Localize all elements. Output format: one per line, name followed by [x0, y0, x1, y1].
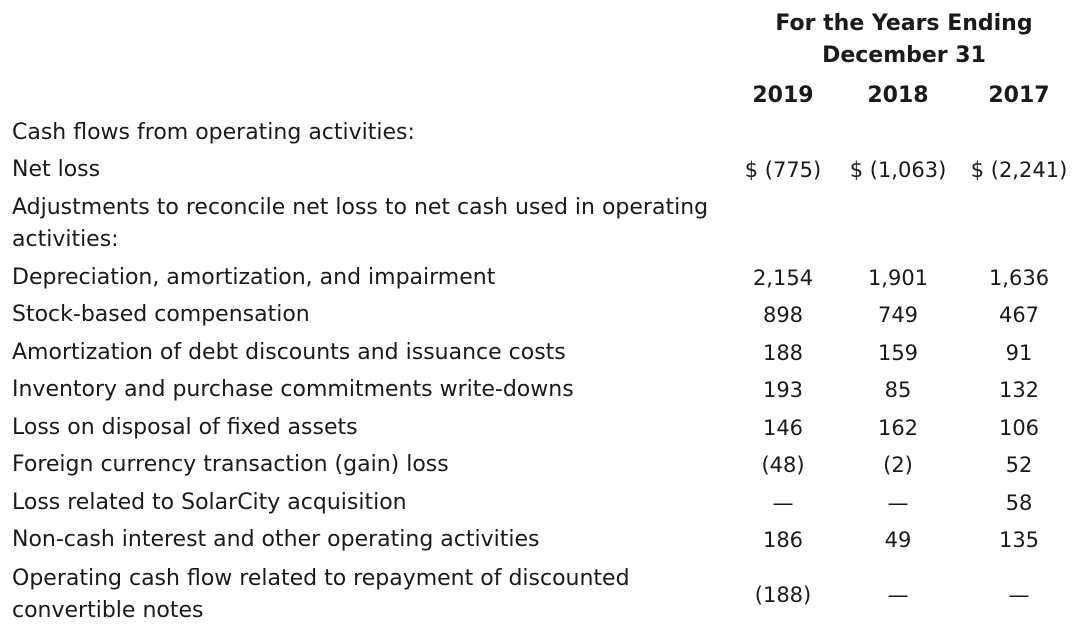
- value-2018: 749: [877, 303, 919, 327]
- value-2017: 467: [998, 303, 1040, 327]
- value-2017: 91: [1005, 341, 1033, 365]
- row-label: Stock-based compensation: [12, 302, 310, 327]
- value-2017: 52: [1005, 453, 1033, 477]
- value-2017: 106: [998, 416, 1040, 440]
- header-title-line1: For the Years Ending: [775, 11, 1033, 36]
- value-2019: 186: [762, 528, 804, 552]
- row-label: Inventory and purchase commitments write…: [12, 377, 574, 402]
- value-2018: $ (1,063): [849, 158, 947, 182]
- value-2019: 193: [762, 378, 804, 402]
- row-label: Adjustments to reconcile net loss to net…: [12, 195, 709, 220]
- value-2017: 58: [1005, 491, 1033, 515]
- year-2018-header: 2018: [867, 83, 929, 108]
- value-2018: (2): [883, 453, 913, 477]
- row-label: Depreciation, amortization, and impairme…: [12, 265, 496, 290]
- value-2019: —: [772, 491, 794, 515]
- value-2018: 1,901: [867, 266, 929, 290]
- row-label: Loss on disposal of fixed assets: [12, 415, 358, 440]
- value-2017: 135: [998, 528, 1040, 552]
- row-label: Amortization of debt discounts and issua…: [12, 340, 566, 365]
- row-label: Foreign currency transaction (gain) loss: [12, 452, 449, 477]
- row-label: Net loss: [12, 157, 101, 182]
- value-2019: (188): [754, 583, 812, 607]
- value-2018: 85: [884, 378, 912, 402]
- value-2017: 132: [998, 378, 1040, 402]
- value-2018: 159: [877, 341, 919, 365]
- year-2019-header: 2019: [752, 83, 814, 108]
- value-2018: 162: [877, 416, 919, 440]
- value-2019: $ (775): [744, 158, 822, 182]
- row-label-continued: convertible notes: [12, 598, 204, 623]
- row-label: Non-cash interest and other operating ac…: [12, 527, 540, 552]
- value-2019: 2,154: [752, 266, 814, 290]
- value-2018: —: [887, 491, 909, 515]
- row-label: Loss related to SolarCity acquisition: [12, 490, 407, 515]
- year-2017-header: 2017: [988, 83, 1050, 108]
- row-label: Operating cash flow related to repayment…: [12, 566, 630, 591]
- value-2018: —: [887, 583, 909, 607]
- row-label: Cash flows from operating activities:: [12, 120, 415, 145]
- row-label-continued: activities:: [12, 227, 119, 252]
- header-title-line2: December 31: [822, 43, 986, 68]
- value-2019: 898: [762, 303, 804, 327]
- value-2018: 49: [884, 528, 912, 552]
- value-2017: —: [1008, 583, 1030, 607]
- value-2019: 188: [762, 341, 804, 365]
- value-2017: 1,636: [988, 266, 1050, 290]
- value-2017: $ (2,241): [970, 158, 1068, 182]
- value-2019: 146: [762, 416, 804, 440]
- value-2019: (48): [761, 453, 805, 477]
